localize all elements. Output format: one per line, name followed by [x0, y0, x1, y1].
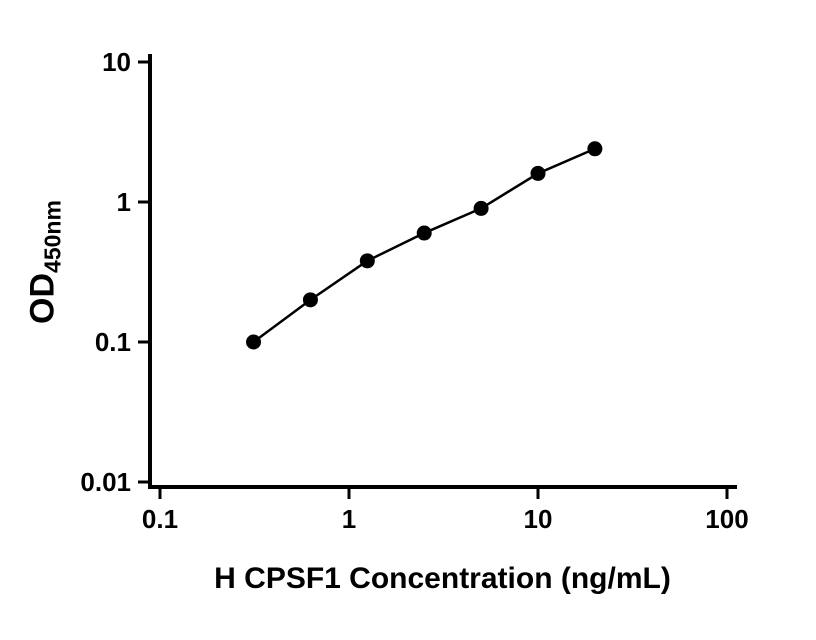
data-point [530, 165, 546, 181]
y-axis-title: OD450nm [24, 200, 67, 324]
y-tick-label: 1 [117, 187, 131, 217]
y-tick-label: 10 [102, 47, 131, 77]
data-point [416, 225, 432, 241]
y-tick-label: 0.01 [80, 467, 131, 497]
x-tick-label: 10 [524, 504, 553, 534]
data-point [473, 200, 489, 216]
x-axis-title: H CPSF1 Concentration (ng/mL) [214, 562, 671, 595]
y-tick-label: 0.1 [95, 327, 131, 357]
x-tick-label: 1 [342, 504, 356, 534]
y-axis-title-main: OD [23, 272, 62, 324]
x-tick-label: 100 [705, 504, 748, 534]
y-axis-title-sub: 450nm [39, 200, 66, 273]
data-point [302, 292, 318, 308]
data-point [246, 334, 262, 350]
x-tick-label: 0.1 [142, 504, 178, 534]
data-point [359, 253, 375, 269]
data-point [587, 141, 603, 157]
